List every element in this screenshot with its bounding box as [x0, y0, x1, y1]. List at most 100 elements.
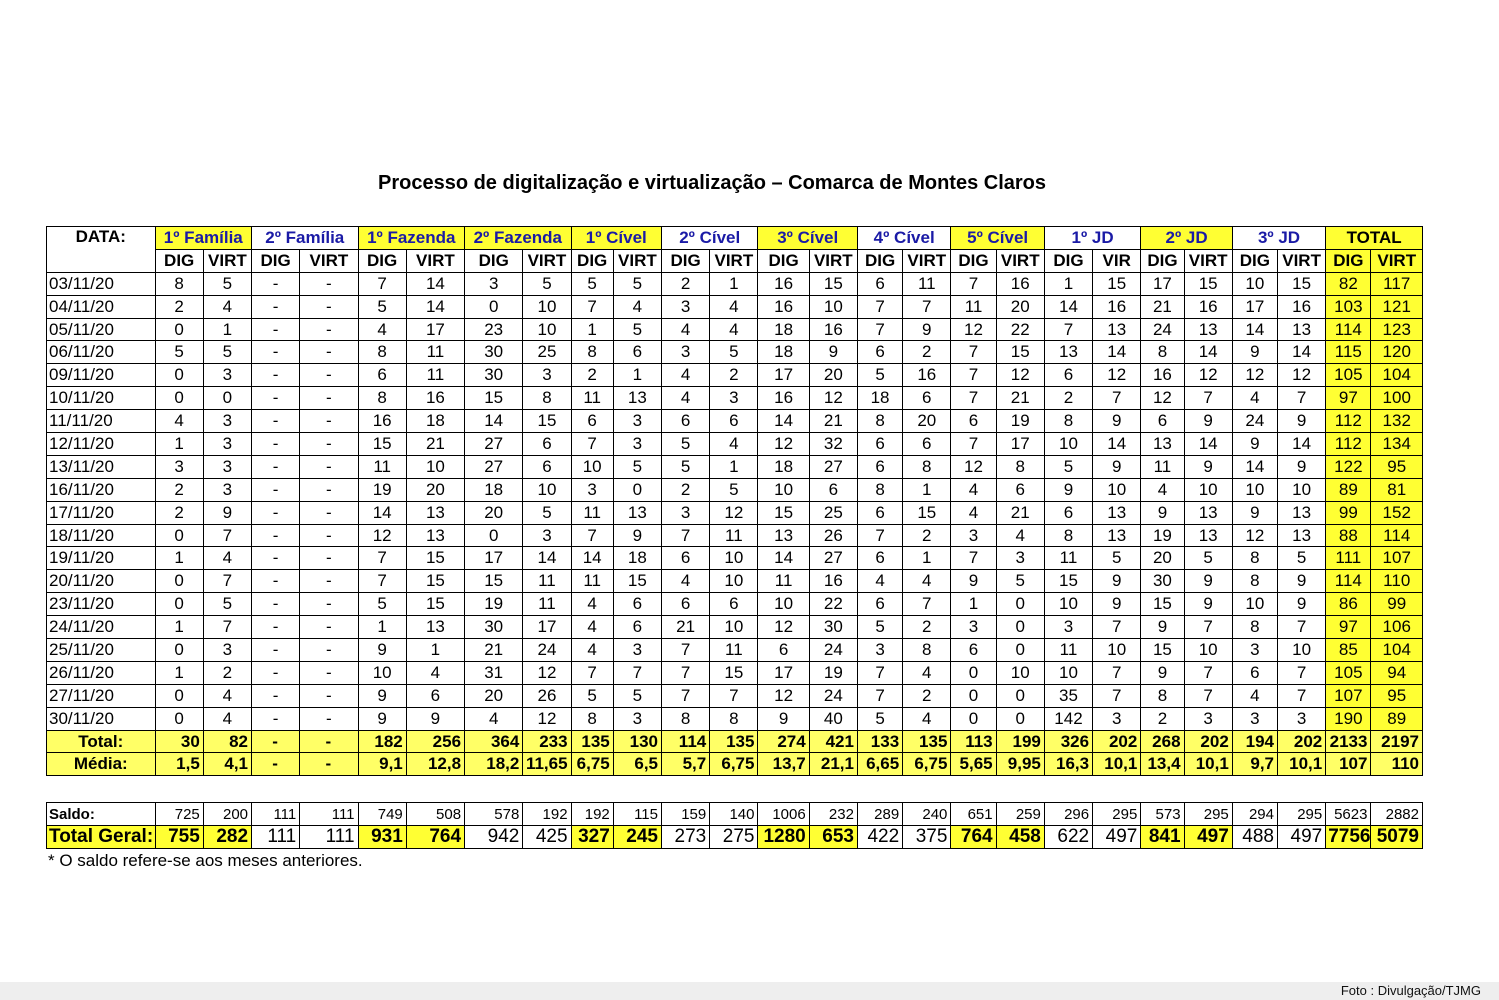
value-cell: 16: [405, 386, 466, 411]
value-cell: 85: [1325, 638, 1372, 662]
total-geral-value: 425: [522, 825, 572, 849]
value-cell: 15: [405, 569, 466, 594]
value-cell: 16: [357, 409, 407, 434]
value-cell: 11: [522, 569, 572, 594]
value-cell: 0: [995, 638, 1045, 662]
value-cell: 6: [660, 546, 711, 571]
date-cell: 06/11/20: [46, 340, 156, 365]
value-cell: 12: [757, 432, 810, 456]
media-value: 5,65: [950, 752, 997, 777]
subheader: DIG: [950, 248, 997, 273]
value-cell: -: [251, 271, 301, 296]
value-cell: 142: [1043, 706, 1094, 731]
value-cell: 11: [570, 569, 614, 594]
value-cell: 5: [357, 592, 407, 617]
value-cell: 20: [808, 363, 858, 388]
value-cell: 2: [902, 340, 952, 365]
value-cell: 3: [522, 363, 572, 388]
value-cell: 9: [1276, 454, 1327, 479]
total-value: 326: [1043, 729, 1094, 754]
total-geral-value: 275: [709, 825, 759, 849]
subheader: VIRT: [1183, 248, 1233, 273]
value-cell: 12: [1231, 523, 1279, 548]
value-cell: 10: [1183, 638, 1233, 662]
value-cell: 5: [1043, 454, 1094, 479]
value-cell: 10: [522, 317, 572, 342]
value-cell: 30: [464, 363, 524, 388]
value-cell: 3: [522, 523, 572, 548]
group-header: 3º Cível: [757, 226, 858, 250]
subheader: VIRT: [405, 248, 466, 273]
value-cell: 3: [154, 454, 204, 479]
total-geral-value: 111: [251, 825, 301, 849]
value-cell: 11: [522, 592, 572, 617]
value-cell: 14: [757, 409, 810, 434]
total-value: 130: [612, 729, 663, 754]
value-cell: 8: [856, 477, 904, 502]
value-cell: 4: [202, 546, 253, 571]
value-cell: -: [299, 592, 359, 617]
value-cell: 7: [202, 569, 253, 594]
value-cell: 27: [464, 454, 524, 479]
group-header: 1º Família: [154, 226, 253, 250]
media-value: 6,75: [902, 752, 952, 777]
table-row: 20/11/20 0 7- -7 15 15 11 11 15 4 10 11 16 4 4 9 5 15 9 30 9…: [46, 569, 1423, 594]
total-value: 274: [757, 729, 810, 754]
value-cell: -: [299, 409, 359, 434]
value-cell: 0: [464, 523, 524, 548]
value-cell: -: [251, 683, 301, 708]
value-cell: 8: [1140, 683, 1185, 708]
value-cell: 9: [1183, 569, 1233, 594]
total-value: -: [299, 729, 359, 754]
value-cell: 20: [464, 683, 524, 708]
value-cell: 15: [808, 271, 858, 296]
value-cell: 4: [856, 569, 904, 594]
value-cell: 17: [995, 432, 1045, 456]
value-cell: 0: [154, 638, 204, 662]
value-cell: 4: [660, 386, 711, 411]
value-cell: 7: [1043, 317, 1094, 342]
value-cell: 9: [757, 706, 810, 731]
value-cell: 20: [464, 500, 524, 525]
value-cell: 1: [154, 660, 204, 685]
value-cell: 1: [357, 615, 407, 640]
media-row: Média: 1,5 4,1- -9,1 12,8 18,2 11,65 6,75 6,5 5,7…: [46, 752, 1423, 777]
value-cell: 8: [1043, 409, 1094, 434]
value-cell: 11: [902, 271, 952, 296]
value-cell: 5: [1276, 546, 1327, 571]
value-cell: 7: [856, 683, 904, 708]
value-cell: 7: [202, 615, 253, 640]
value-cell: 11: [405, 363, 466, 388]
value-cell: 6: [522, 432, 572, 456]
value-cell: 17: [757, 660, 810, 685]
value-cell: 9: [357, 683, 407, 708]
value-cell: 13: [1183, 523, 1233, 548]
subheader: VIRT: [1370, 248, 1423, 273]
value-cell: 1: [202, 317, 253, 342]
value-cell: 11: [405, 340, 466, 365]
value-cell: -: [251, 340, 301, 365]
value-cell: 14: [357, 500, 407, 525]
value-cell: 27: [808, 454, 858, 479]
value-cell: 0: [154, 523, 204, 548]
value-cell: 9: [1276, 569, 1327, 594]
value-cell: 81: [1370, 477, 1423, 502]
value-cell: 15: [757, 500, 810, 525]
value-cell: 10: [1092, 477, 1142, 502]
value-cell: -: [299, 271, 359, 296]
value-cell: 2: [660, 477, 711, 502]
value-cell: 0: [154, 592, 204, 617]
value-cell: 18: [757, 340, 810, 365]
media-value: 11,65: [522, 752, 572, 777]
subheader: VIRT: [612, 248, 663, 273]
value-cell: 9: [1140, 500, 1185, 525]
value-cell: 16: [808, 569, 858, 594]
value-cell: 132: [1370, 409, 1423, 434]
media-value: 9,95: [995, 752, 1045, 777]
total-value: 202: [1183, 729, 1233, 754]
value-cell: 1: [902, 546, 952, 571]
saldo-row: Saldo: 725 200 111 111 749 508 578 192 192 115 159 1…: [46, 802, 1423, 826]
value-cell: 4: [660, 363, 711, 388]
value-cell: 1: [154, 432, 204, 456]
value-cell: 120: [1370, 340, 1423, 365]
